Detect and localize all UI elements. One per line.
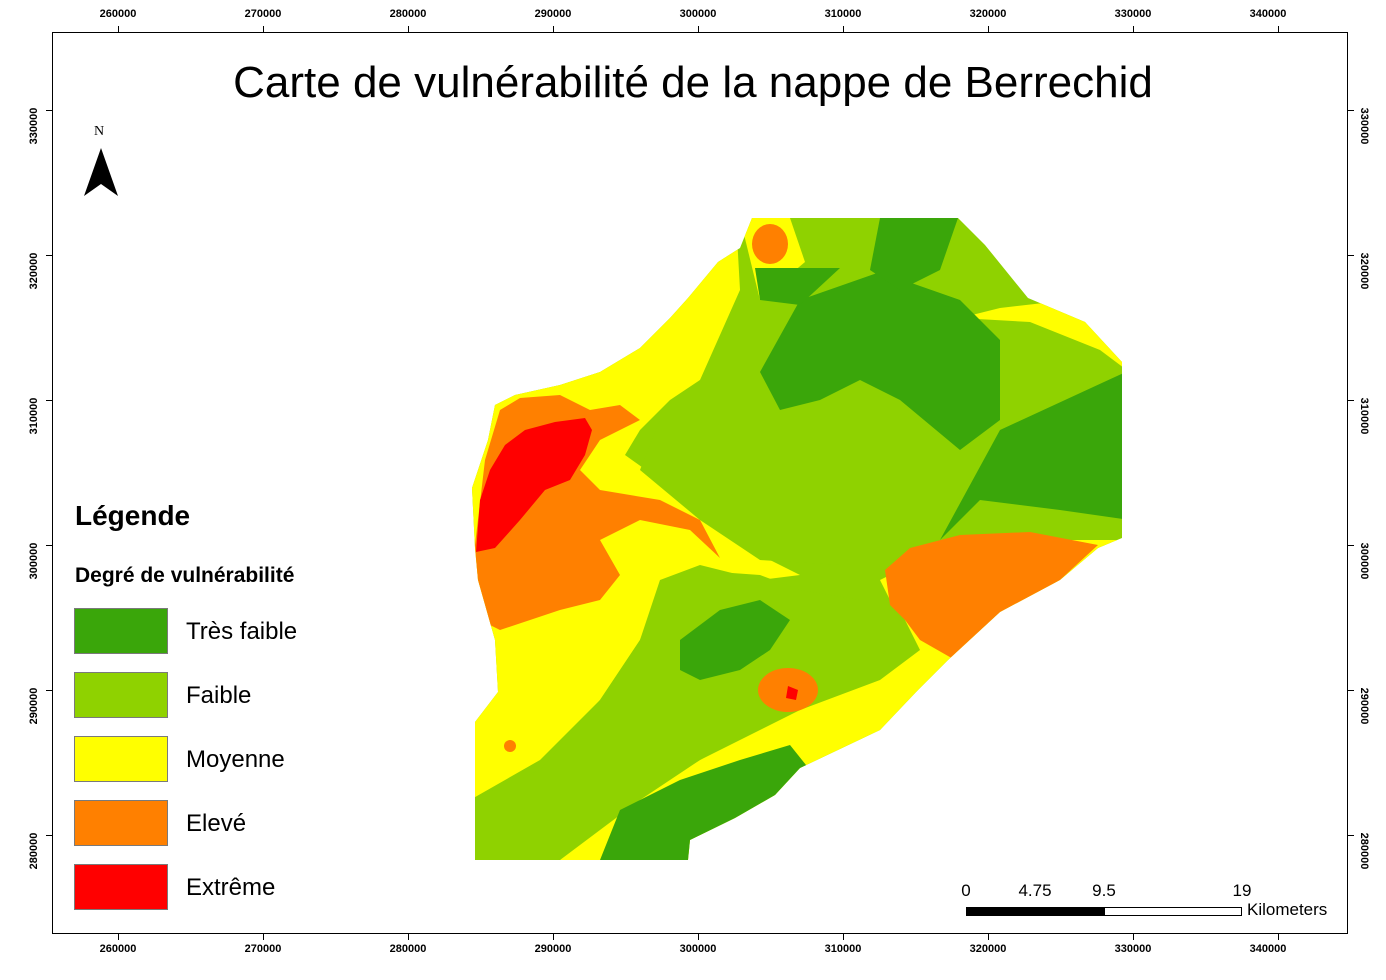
tick-mark (553, 26, 554, 32)
x-tick-bottom: 300000 (679, 943, 717, 955)
x-tick-top: 290000 (534, 8, 572, 20)
x-tick-top: 340000 (1249, 8, 1287, 20)
x-tick-bottom: 290000 (534, 943, 572, 955)
x-tick-top: 260000 (99, 8, 137, 20)
zone-tres-faible (600, 745, 810, 860)
tick-mark (1348, 255, 1354, 256)
legend-label-faible: Faible (186, 682, 252, 709)
scalebar-segment (967, 908, 1036, 915)
x-tick-bottom: 320000 (969, 943, 1007, 955)
tick-mark (46, 255, 52, 256)
zone-tres-faible (870, 218, 958, 290)
scalebar-label: 4.75 (1018, 881, 1052, 900)
x-tick-top: 280000 (389, 8, 427, 20)
tick-mark (1278, 26, 1279, 32)
tick-mark (843, 934, 844, 940)
legend-label-eleve: Elevé (186, 810, 247, 837)
scalebar-unit: Kilometers (1247, 900, 1328, 919)
tick-mark (1348, 690, 1354, 691)
zone-tres-faible (680, 600, 790, 680)
map-title: Carte de vulnérabilité de la nappe de Be… (233, 58, 1153, 107)
tick-mark (553, 934, 554, 940)
x-tick-top: 310000 (824, 8, 862, 20)
zone-extreme (786, 686, 798, 700)
zone-tres-faible (940, 370, 1122, 540)
x-tick-bottom: 260000 (99, 943, 137, 955)
legend-label-tres-faible: Très faible (186, 618, 298, 645)
tick-mark (46, 110, 52, 111)
tick-mark (1278, 934, 1279, 940)
x-tick-top: 270000 (244, 8, 282, 20)
tick-mark (263, 26, 264, 32)
legend-swatch-faible (74, 672, 168, 718)
zone-eleve (752, 224, 788, 264)
tick-mark (46, 545, 52, 546)
tick-mark (263, 934, 264, 940)
scalebar-label: 9.5 (1092, 881, 1116, 900)
x-tick-bottom: 270000 (244, 943, 282, 955)
zone-tres-faible (755, 268, 840, 305)
x-tick-bottom: 280000 (389, 943, 427, 955)
legend-swatch-moyenne (74, 736, 168, 782)
x-tick-bottom: 340000 (1249, 943, 1287, 955)
scalebar-label: 0 (961, 881, 971, 900)
tick-mark (46, 400, 52, 401)
zone-tres-faible (760, 272, 1000, 450)
x-tick-bottom: 330000 (1114, 943, 1152, 955)
legend-swatch-eleve (74, 800, 168, 846)
legend-subtitle: Degré de vulnérabilité (75, 564, 295, 587)
scale-bar (966, 907, 1242, 916)
zone-eleve (504, 740, 516, 752)
zone-faible (472, 570, 920, 860)
tick-mark (1133, 26, 1134, 32)
tick-mark (118, 26, 119, 32)
tick-mark (46, 835, 52, 836)
tick-mark (843, 26, 844, 32)
zone-extreme (476, 418, 592, 552)
x-tick-top: 300000 (679, 8, 717, 20)
tick-mark (698, 26, 699, 32)
legend-title: Légende (75, 500, 191, 531)
tick-mark (1348, 835, 1354, 836)
tick-mark (46, 690, 52, 691)
zone-faible (640, 360, 1000, 565)
zone-eleve (885, 532, 1098, 660)
x-tick-top: 320000 (969, 8, 1007, 20)
tick-mark (698, 934, 699, 940)
tick-mark (988, 934, 989, 940)
tick-mark (1133, 934, 1134, 940)
tick-mark (118, 934, 119, 940)
legend-swatch-extreme (74, 864, 168, 910)
tick-mark (1348, 545, 1354, 546)
north-label: N (94, 124, 105, 139)
x-tick-top: 330000 (1114, 8, 1152, 20)
tick-mark (1348, 110, 1354, 111)
tick-mark (1348, 400, 1354, 401)
tick-mark (408, 934, 409, 940)
north-arrow-icon (84, 148, 118, 196)
scalebar-label: 19 (1232, 881, 1252, 900)
legend-label-moyenne: Moyenne (186, 746, 285, 773)
legend-label-extreme: Extrême (186, 874, 276, 901)
tick-mark (408, 26, 409, 32)
x-tick-bottom: 310000 (824, 943, 862, 955)
scalebar-segment (1036, 908, 1105, 915)
tick-mark (988, 26, 989, 32)
legend-swatch-tres-faible (74, 608, 168, 654)
